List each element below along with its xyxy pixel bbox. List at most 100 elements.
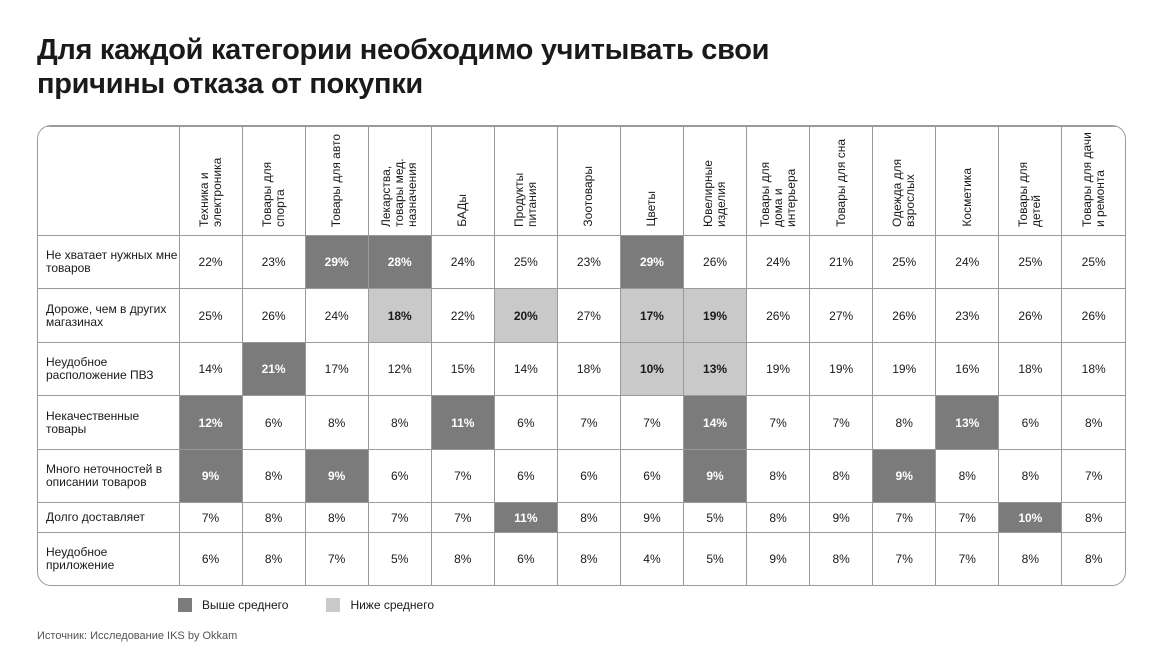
cell: 23% [241,234,306,290]
cell: 19% [682,288,748,343]
column-label: Цветы [644,191,659,227]
row-label: Неудобное приложение [38,531,180,585]
cell: 29% [619,234,685,290]
cell: 6% [241,395,306,450]
row-label: Дороже, чем в других магазинах [38,288,180,343]
legend-label: Ниже среднего [350,598,435,612]
cell: 9% [872,448,937,504]
cell: 7% [430,448,495,504]
cell: 6% [493,448,558,504]
cell: 7% [872,502,937,533]
cell: 18% [1061,341,1125,397]
cell: 7% [746,395,811,450]
cell: 21% [809,234,874,290]
column-label: Ювелирные изделия [701,160,729,227]
cell: 24% [430,234,495,290]
column-label: Товары для детей [1016,161,1044,227]
cell: 14% [493,341,558,397]
cell: 8% [998,448,1063,504]
column-label: БАДы [455,194,470,227]
row: Долго доставляет 7% 8% 8% 7% 7% 11% 8% 9% 5% 8% 9% 7… [38,502,1125,533]
cell: 9% [178,448,243,504]
cell: 8% [430,531,495,585]
cell: 6% [493,531,558,585]
row: Дороже, чем в других магазинах 25% 26% 24% 1… [38,288,1125,343]
column-label: Косметика [959,168,974,227]
column-header: Зоотовары [556,126,621,236]
row-label: Некачественные товары [38,395,180,450]
row: Неудобное приложение 6% 8% 7% 5% 8% 6% 8% 4% 5% 9%… [38,531,1125,585]
cell: 7% [556,395,621,450]
cell: 26% [241,288,306,343]
cell: 9% [809,502,874,533]
row: Много неточностей в описании товаров 9% 8%… [38,448,1125,504]
cell: 7% [935,502,1000,533]
cell: 26% [872,288,937,343]
column-label: Одежда для взрослых [890,158,918,227]
cell: 7% [304,531,369,585]
cell: 4% [619,531,685,585]
cell: 8% [809,448,874,504]
cell: 20% [493,288,558,343]
legend-swatch [326,598,341,612]
cell: 25% [493,234,558,290]
cell: 8% [556,531,621,585]
column-header: Косметика [935,126,1000,236]
cell: 7% [367,502,432,533]
cell: 5% [367,531,432,585]
row-label: Много неточностей в описании товаров [38,448,180,504]
cell: 24% [304,288,369,343]
cell: 16% [935,341,1000,397]
column-header: Товары для сна [809,126,874,236]
cell: 25% [872,234,937,290]
cell: 23% [556,234,621,290]
cell: 27% [809,288,874,343]
cell: 17% [304,341,369,397]
legend: Выше среднего Ниже среднего [178,598,434,612]
row: Некачественные товары 12% 6% 8% 8% 11% 6% 7% 7% 1… [38,395,1125,450]
cell: 7% [430,502,495,533]
column-label: Продукты питания [511,172,539,227]
column-header: Товары для дома и интерьера [746,126,811,236]
column-label: Товары для дачи и ремонта [1079,132,1107,227]
cell: 6% [178,531,243,585]
column-header: Товары для дачи и ремонта [1061,126,1125,236]
column-header: Товары для детей [998,126,1063,236]
cell: 6% [998,395,1063,450]
cell: 14% [178,341,243,397]
cell: 10% [998,502,1063,533]
cell: 8% [1061,531,1125,585]
cell: 9% [304,448,369,504]
column-label: Товары для спорта [259,161,287,227]
cell: 8% [872,395,937,450]
cell: 6% [556,448,621,504]
cell: 11% [430,395,495,450]
table: Техника и электроника Товары для спорта То… [38,126,1125,585]
cell: 9% [682,448,748,504]
column-label: Товары для авто [329,133,344,227]
cell: 24% [935,234,1000,290]
cell: 7% [619,395,685,450]
cell: 26% [746,288,811,343]
corner [38,126,180,236]
cell: 8% [746,502,811,533]
column-header: БАДы [430,126,495,236]
cell: 5% [682,531,748,585]
cell: 12% [178,395,243,450]
cell: 25% [178,288,243,343]
legend-item: Выше среднего [178,598,288,612]
cell: 19% [872,341,937,397]
cell: 15% [430,341,495,397]
cell: 22% [178,234,243,290]
cell: 8% [1061,502,1125,533]
column-header: Товары для авто [304,126,369,236]
cell: 8% [241,502,306,533]
cell: 8% [998,531,1063,585]
column-label: Зоотовары [581,166,596,227]
cell: 6% [493,395,558,450]
cell: 29% [304,234,369,290]
cell: 13% [935,395,1000,450]
legend-item: Ниже среднего [326,598,434,612]
cell: 18% [367,288,432,343]
